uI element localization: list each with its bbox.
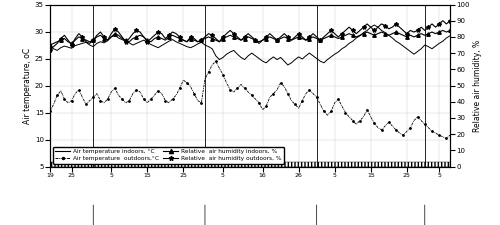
Y-axis label: Air temperature, oC: Air temperature, oC <box>23 47 32 124</box>
Legend: Air temperature indoors, °C, Air temperature  outdoors,°C, Relative  air humidit: Air temperature indoors, °C, Air tempera… <box>53 147 284 164</box>
Y-axis label: Relative air humidity, %: Relative air humidity, % <box>472 39 482 132</box>
Bar <box>50 162 450 166</box>
